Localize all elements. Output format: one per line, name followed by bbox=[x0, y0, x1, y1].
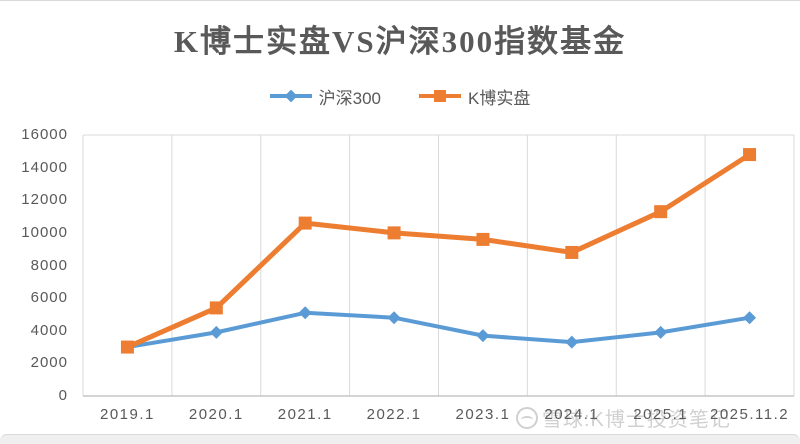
marker-square bbox=[209, 301, 223, 315]
y-tick-label: 10000 bbox=[21, 223, 68, 241]
legend-label: K博实盘 bbox=[468, 88, 531, 108]
x-tick-label: 2023.1 bbox=[455, 406, 511, 423]
marker-square bbox=[743, 148, 757, 162]
x-tick-label: 2020.1 bbox=[188, 406, 244, 423]
marker-square bbox=[120, 340, 134, 354]
y-tick-label: 8000 bbox=[30, 256, 68, 274]
marker-diamond bbox=[743, 311, 757, 325]
y-tick-label: 16000 bbox=[21, 126, 68, 143]
x-tick-label: 2019.1 bbox=[99, 406, 155, 423]
legend-square-marker-icon bbox=[419, 90, 462, 102]
legend-diamond-marker-icon bbox=[269, 89, 312, 103]
marker-diamond bbox=[387, 311, 401, 325]
marker-square bbox=[476, 232, 490, 246]
marker-square bbox=[565, 245, 579, 259]
y-tick-label: 0 bbox=[58, 387, 68, 404]
x-tick-label: 2025.1 bbox=[633, 406, 689, 423]
x-tick-label: 2021.1 bbox=[277, 406, 333, 423]
marker-diamond bbox=[298, 306, 312, 320]
x-tick-label: 2024.1 bbox=[544, 406, 600, 423]
marker-square bbox=[298, 216, 312, 230]
legend-label: 沪深300 bbox=[318, 88, 382, 108]
y-tick-label: 4000 bbox=[30, 321, 68, 339]
series-line-沪深300 bbox=[127, 310, 750, 350]
marker-square bbox=[654, 205, 668, 219]
series-line-K博实盘 bbox=[126, 152, 751, 350]
x-tick-label: 2022.1 bbox=[366, 406, 422, 423]
legend-item-K博实盘: K博实盘 bbox=[419, 84, 530, 109]
marker-diamond bbox=[209, 325, 223, 339]
y-tick-label: 6000 bbox=[30, 289, 68, 307]
marker-square bbox=[387, 226, 401, 240]
marker-diamond bbox=[654, 325, 668, 339]
y-tick-label: 14000 bbox=[21, 158, 68, 176]
y-tick-label: 12000 bbox=[21, 191, 68, 209]
square-icon bbox=[434, 90, 447, 102]
chart-title: K博士实盘VS沪深300指数基金 bbox=[173, 24, 627, 59]
bottom-scrollbar-strip bbox=[0, 434, 800, 444]
x-tick-label: 2025.11.2 bbox=[710, 406, 790, 423]
y-tick-label: 2000 bbox=[30, 354, 68, 372]
marker-diamond bbox=[565, 335, 579, 349]
legend-item-沪深300: 沪深300 bbox=[269, 84, 382, 109]
chart-legend: 沪深300 K博实盘 bbox=[0, 84, 800, 108]
card-top-border bbox=[0, 0, 800, 1]
marker-diamond bbox=[476, 329, 490, 343]
